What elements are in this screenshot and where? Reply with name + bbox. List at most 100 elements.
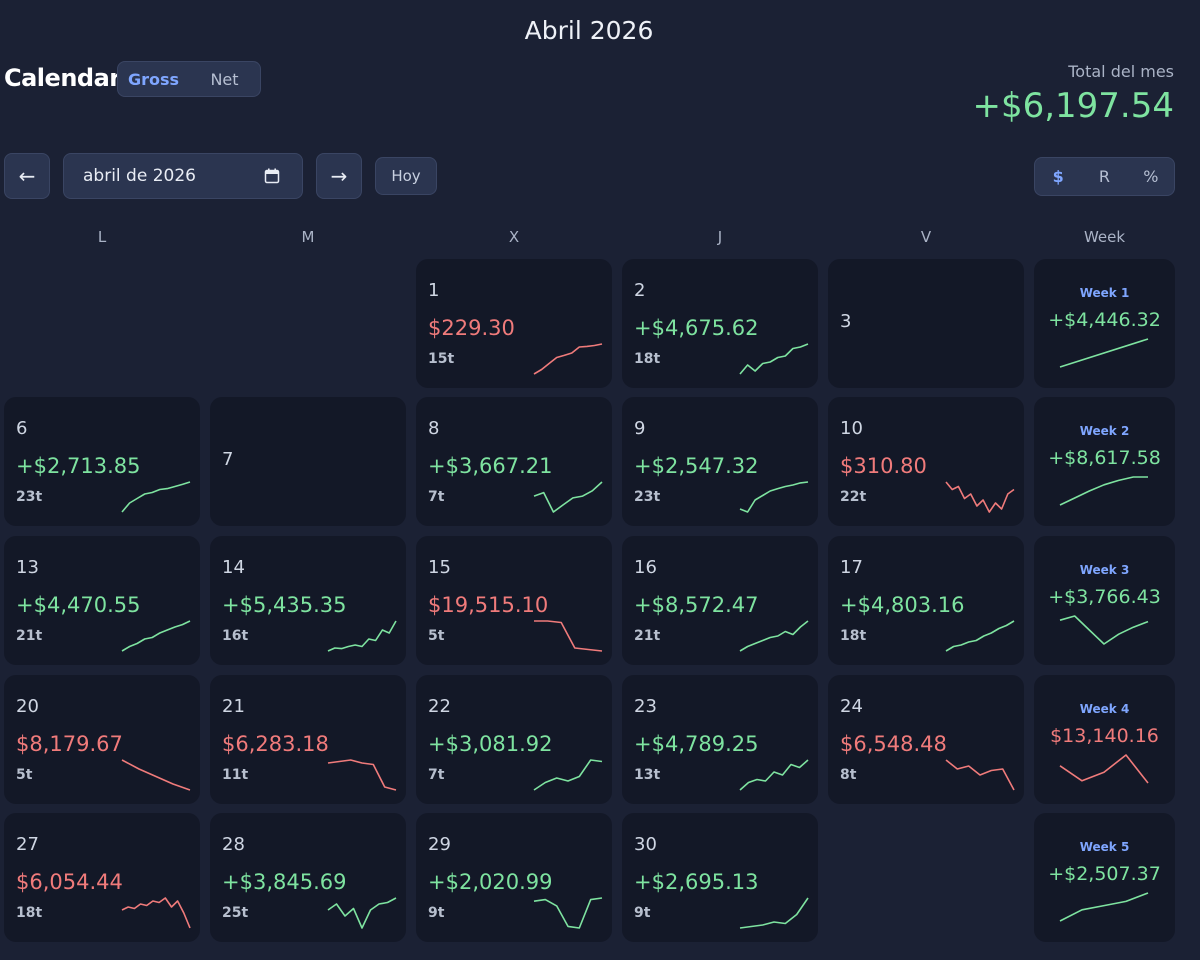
day-number: 6: [16, 418, 28, 439]
day-trade-count: 23t: [634, 489, 661, 505]
week-sparkline: [1059, 338, 1149, 368]
day-sparkline-line: [534, 620, 603, 652]
day-sparkline: [327, 759, 397, 791]
day-cell[interactable]: 16 +$8,572.47 21t: [622, 536, 818, 665]
day-sparkline-line: [121, 759, 191, 791]
day-cell[interactable]: 21 $6,283.18 11t: [210, 675, 406, 804]
day-pnl-value: +$2,713.85: [16, 454, 141, 478]
week-pnl-value: +$2,507.37: [1048, 863, 1161, 885]
day-cell[interactable]: 30 +$2,695.13 9t: [622, 813, 818, 942]
day-trade-count: 11t: [222, 767, 249, 783]
month-total-value: +$6,197.54: [972, 86, 1174, 126]
day-sparkline-line: [945, 620, 1015, 652]
day-cell[interactable]: 14 +$5,435.35 16t: [210, 536, 406, 665]
day-cell[interactable]: 28 +$3,845.69 25t: [210, 813, 406, 942]
day-number: 22: [428, 696, 451, 717]
day-cell[interactable]: 23 +$4,789.25 13t: [622, 675, 818, 804]
week-pnl-value: $13,140.16: [1050, 725, 1159, 747]
day-cell[interactable]: 3: [828, 259, 1024, 388]
day-sparkline: [739, 897, 809, 929]
day-pnl-value: +$4,803.16: [840, 593, 965, 617]
day-number: 23: [634, 696, 657, 717]
week-label: Week 3: [1079, 563, 1130, 577]
day-number: 24: [840, 696, 863, 717]
day-cell[interactable]: 8 +$3,667.21 7t: [416, 397, 612, 526]
day-cell[interactable]: 2 +$4,675.62 18t: [622, 259, 818, 388]
day-cell[interactable]: 24 $6,548.48 8t: [828, 675, 1024, 804]
today-button[interactable]: Hoy: [375, 157, 437, 195]
day-sparkline: [533, 481, 603, 513]
unit-tab-dollar[interactable]: $: [1052, 167, 1064, 186]
day-sparkline-line: [533, 897, 603, 929]
day-cell[interactable]: 13 +$4,470.55 21t: [4, 536, 200, 665]
day-sparkline-line: [739, 620, 809, 652]
day-pnl-value: $8,179.67: [16, 732, 123, 756]
week-label: Week 4: [1079, 702, 1130, 716]
week-sparkline: [1059, 615, 1149, 645]
day-number: 2: [634, 280, 646, 301]
day-pnl-value: +$3,845.69: [222, 870, 347, 894]
day-number: 17: [840, 557, 863, 578]
day-cell[interactable]: 6 +$2,713.85 23t: [4, 397, 200, 526]
week-label: Week 5: [1079, 840, 1130, 854]
calendar-icon[interactable]: [264, 168, 280, 184]
day-cell[interactable]: 20 $8,179.67 5t: [4, 675, 200, 804]
week-summary-cell[interactable]: Week 5 +$2,507.37: [1034, 813, 1175, 942]
unit-tab-percent[interactable]: %: [1143, 167, 1159, 186]
week-summary-cell[interactable]: Week 4 $13,140.16: [1034, 675, 1175, 804]
day-cell[interactable]: 10 $310.80 22t: [828, 397, 1024, 526]
day-sparkline-line: [121, 897, 191, 929]
day-trade-count: 25t: [222, 905, 249, 921]
day-pnl-value: $6,283.18: [222, 732, 329, 756]
day-cell[interactable]: 7: [210, 397, 406, 526]
day-sparkline: [739, 481, 809, 513]
week-label: Week 1: [1079, 286, 1130, 300]
day-trade-count: 7t: [428, 767, 445, 783]
week-summary-cell[interactable]: Week 2 +$8,617.58: [1034, 397, 1175, 526]
day-trade-count: 9t: [634, 905, 651, 921]
week-sparkline-line: [1059, 338, 1149, 368]
day-sparkline: [121, 759, 191, 791]
day-number: 7: [222, 449, 234, 470]
day-cell[interactable]: 1 $229.30 15t: [416, 259, 612, 388]
day-pnl-value: +$8,572.47: [634, 593, 759, 617]
day-trade-count: 21t: [16, 628, 43, 644]
day-sparkline: [121, 897, 191, 929]
day-sparkline: [534, 620, 603, 652]
day-trade-count: 16t: [222, 628, 249, 644]
day-number: 29: [428, 834, 451, 855]
gross-net-toggle: Gross Net: [117, 61, 261, 97]
day-cell[interactable]: 9 +$2,547.32 23t: [622, 397, 818, 526]
day-pnl-value: +$3,667.21: [428, 454, 553, 478]
net-tab[interactable]: Net: [210, 69, 239, 89]
month-total-label: Total del mes: [1068, 62, 1174, 81]
day-sparkline-line: [945, 481, 1015, 513]
day-cell[interactable]: 22 +$3,081.92 7t: [416, 675, 612, 804]
day-sparkline-line: [533, 759, 603, 791]
prev-month-button[interactable]: ←: [4, 153, 50, 199]
day-cell[interactable]: 17 +$4,803.16 18t: [828, 536, 1024, 665]
unit-tab-r[interactable]: R: [1098, 167, 1111, 186]
day-number: 13: [16, 557, 39, 578]
month-picker-input[interactable]: abril de 2026: [63, 153, 303, 199]
week-sparkline-line: [1059, 476, 1148, 506]
day-pnl-value: +$2,695.13: [634, 870, 759, 894]
week-label: Week 2: [1079, 424, 1130, 438]
day-sparkline: [327, 620, 397, 652]
day-number: 30: [634, 834, 657, 855]
day-number: 27: [16, 834, 39, 855]
day-cell[interactable]: 29 +$2,020.99 9t: [416, 813, 612, 942]
day-number: 8: [428, 418, 440, 439]
day-sparkline: [945, 759, 1015, 791]
week-summary-cell[interactable]: Week 1 +$4,446.32: [1034, 259, 1175, 388]
next-month-button[interactable]: →: [316, 153, 362, 199]
day-cell[interactable]: 27 $6,054.44 18t: [4, 813, 200, 942]
week-summary-cell[interactable]: Week 3 +$3,766.43: [1034, 536, 1175, 665]
day-cell[interactable]: 15 $19,515.10 5t: [416, 536, 612, 665]
gross-tab[interactable]: Gross: [127, 69, 180, 89]
day-pnl-value: $6,054.44: [16, 870, 123, 894]
day-pnl-value: $229.30: [428, 316, 515, 340]
day-sparkline-line: [533, 343, 603, 375]
day-number: 15: [428, 557, 451, 578]
weekday-header-wed: X: [508, 228, 520, 246]
